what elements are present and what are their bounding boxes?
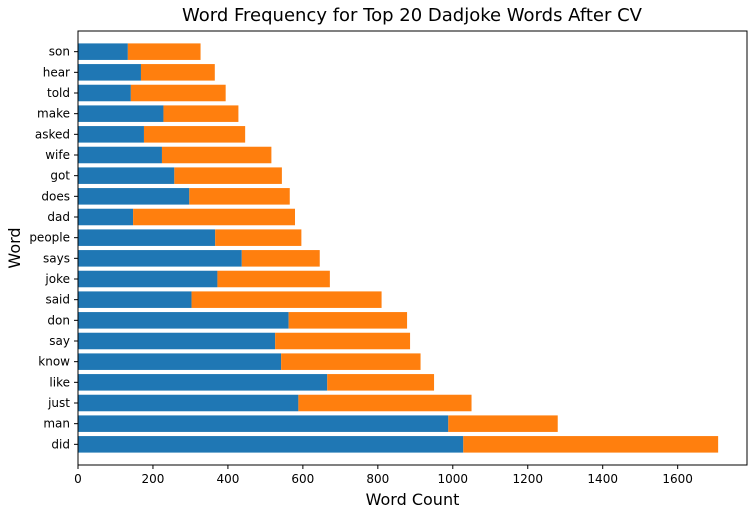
bar-got-segment-1: [78, 167, 175, 184]
bar-people-segment-2: [215, 229, 302, 246]
plot-frame: [77, 30, 748, 466]
y-tick-label: did: [51, 437, 70, 451]
bar-say-segment-1: [78, 332, 276, 350]
chart-title: Word Frequency for Top 20 Dadjoke Words …: [182, 5, 643, 26]
bar-know-segment-2: [281, 353, 421, 370]
y-tick-label: hear: [43, 65, 70, 79]
bar-said-segment-2: [191, 291, 382, 308]
bar-does-segment-1: [78, 188, 190, 205]
bar-did-segment-1: [78, 436, 464, 453]
bar-son-segment-2: [127, 43, 201, 60]
x-tick-label: 1200: [512, 472, 543, 486]
bar-people-segment-1: [78, 229, 216, 246]
y-tick-label: make: [37, 107, 70, 121]
bar-make-segment-1: [78, 105, 164, 122]
y-tick-label: don: [47, 313, 70, 327]
y-tick-label: son: [49, 45, 70, 59]
y-tick-label: does: [41, 189, 70, 203]
bar-says-segment-1: [78, 250, 242, 267]
y-tick-label: says: [43, 251, 70, 265]
bar-just-segment-1: [78, 394, 299, 412]
bar-joke-segment-2: [217, 270, 330, 288]
x-tick-label: 400: [216, 472, 239, 486]
bar-asked-segment-1: [78, 126, 144, 143]
bar-got-segment-2: [174, 167, 282, 184]
bar-man-segment-1: [78, 415, 449, 432]
y-tick-label: just: [47, 396, 70, 410]
bar-man-segment-2: [448, 415, 558, 432]
bar-hear-segment-1: [78, 64, 141, 81]
y-tick-label: say: [49, 334, 70, 348]
y-tick-label: know: [38, 355, 70, 369]
y-axis-label: Word: [5, 227, 24, 268]
bar-don-segment-1: [78, 312, 289, 329]
bar-wife-segment-2: [161, 146, 272, 164]
y-tick-label: dad: [47, 210, 70, 224]
bars-group: [78, 43, 719, 453]
bar-joke-segment-1: [78, 270, 218, 288]
y-tick-label: got: [50, 169, 70, 183]
y-tick-label: wife: [45, 148, 70, 162]
bar-know-segment-1: [78, 353, 282, 370]
y-tick-label: like: [49, 375, 70, 389]
x-tick-label: 200: [142, 472, 165, 486]
y-axis-ticks: did man just like know say don said joke says peop…: [29, 45, 78, 451]
bar-says-segment-2: [241, 250, 320, 267]
bar-told-segment-1: [78, 84, 131, 102]
bar-wife-segment-1: [78, 146, 162, 164]
bar-make-segment-2: [163, 105, 239, 122]
bar-don-segment-2: [288, 312, 408, 329]
bar-dad-segment-2: [133, 208, 296, 226]
y-tick-label: told: [47, 86, 70, 100]
bar-asked-segment-2: [143, 126, 246, 143]
bar-son-segment-1: [78, 43, 128, 60]
y-tick-label: man: [43, 417, 70, 431]
x-axis-ticks: 0 200 400 600 800 1000 1200 1400 1600: [74, 465, 693, 486]
bar-just-segment-2: [298, 394, 472, 412]
x-tick-label: 0: [74, 472, 82, 486]
bar-does-segment-2: [189, 188, 290, 205]
bar-told-segment-2: [130, 84, 226, 102]
bar-like-segment-2: [327, 374, 435, 391]
x-tick-label: 600: [291, 472, 314, 486]
bar-hear-segment-2: [140, 64, 215, 81]
bar-said-segment-1: [78, 291, 192, 308]
x-axis-label: Word Count: [366, 490, 460, 509]
bar-did-segment-2: [463, 436, 719, 453]
y-tick-label: joke: [44, 272, 70, 286]
x-tick-label: 1600: [662, 472, 693, 486]
y-tick-label: asked: [35, 127, 70, 141]
y-tick-label: said: [45, 293, 70, 307]
bar-dad-segment-1: [78, 208, 134, 226]
x-tick-label: 1400: [587, 472, 618, 486]
bar-say-segment-2: [275, 332, 411, 350]
x-tick-label: 1000: [438, 472, 469, 486]
bar-like-segment-1: [78, 374, 328, 391]
y-tick-label: people: [29, 231, 70, 245]
x-tick-label: 800: [366, 472, 389, 486]
